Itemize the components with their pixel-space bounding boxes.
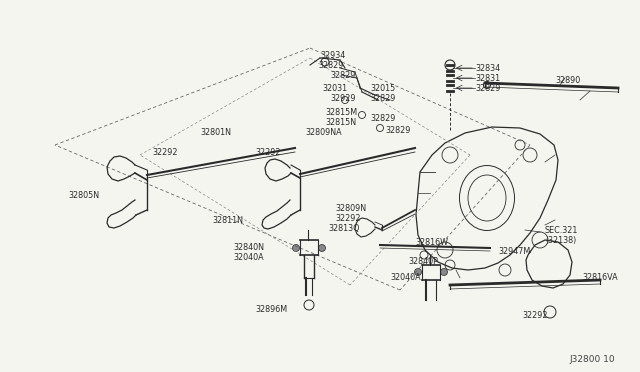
Text: 32831: 32831 — [475, 74, 500, 83]
Text: 32292: 32292 — [522, 311, 547, 320]
Text: 32840N: 32840N — [233, 244, 264, 253]
Text: 32829: 32829 — [370, 93, 396, 103]
Circle shape — [483, 81, 490, 89]
Circle shape — [292, 244, 300, 251]
Text: J32800 10: J32800 10 — [570, 356, 615, 365]
Text: 32031: 32031 — [322, 83, 347, 93]
Text: 32829: 32829 — [370, 113, 396, 122]
Text: (32138): (32138) — [545, 235, 576, 244]
Text: 32896M: 32896M — [255, 305, 287, 314]
Text: 32829: 32829 — [385, 125, 410, 135]
Text: 32292: 32292 — [255, 148, 280, 157]
Circle shape — [319, 244, 326, 251]
Text: 32015: 32015 — [370, 83, 396, 93]
Text: 32890: 32890 — [555, 76, 580, 84]
Circle shape — [415, 269, 422, 276]
Text: 32829: 32829 — [318, 61, 344, 70]
Text: 32840P: 32840P — [408, 257, 438, 266]
Text: 32811N: 32811N — [212, 215, 243, 224]
Text: 32929: 32929 — [330, 93, 355, 103]
Text: 32040A: 32040A — [390, 273, 420, 282]
Text: 32801N: 32801N — [200, 128, 231, 137]
Text: 32292: 32292 — [335, 214, 360, 222]
Text: 32934: 32934 — [320, 51, 345, 60]
Text: 32815N: 32815N — [325, 118, 356, 126]
Text: 32816W: 32816W — [415, 237, 448, 247]
Text: 32809N: 32809N — [335, 203, 366, 212]
Text: 32947M: 32947M — [498, 247, 531, 257]
Text: 32834: 32834 — [475, 64, 500, 73]
Text: 32292: 32292 — [152, 148, 177, 157]
Text: 32829: 32829 — [475, 83, 500, 93]
Text: 32813Q: 32813Q — [328, 224, 360, 232]
Text: 32040A: 32040A — [233, 253, 264, 263]
Text: 32809NA: 32809NA — [305, 128, 342, 137]
Circle shape — [440, 269, 447, 276]
Text: 32829: 32829 — [330, 71, 355, 80]
Text: 32805N: 32805N — [68, 190, 99, 199]
Text: SEC.321: SEC.321 — [545, 225, 579, 234]
Text: 32815M: 32815M — [325, 108, 357, 116]
Text: 32816VA: 32816VA — [582, 273, 618, 282]
